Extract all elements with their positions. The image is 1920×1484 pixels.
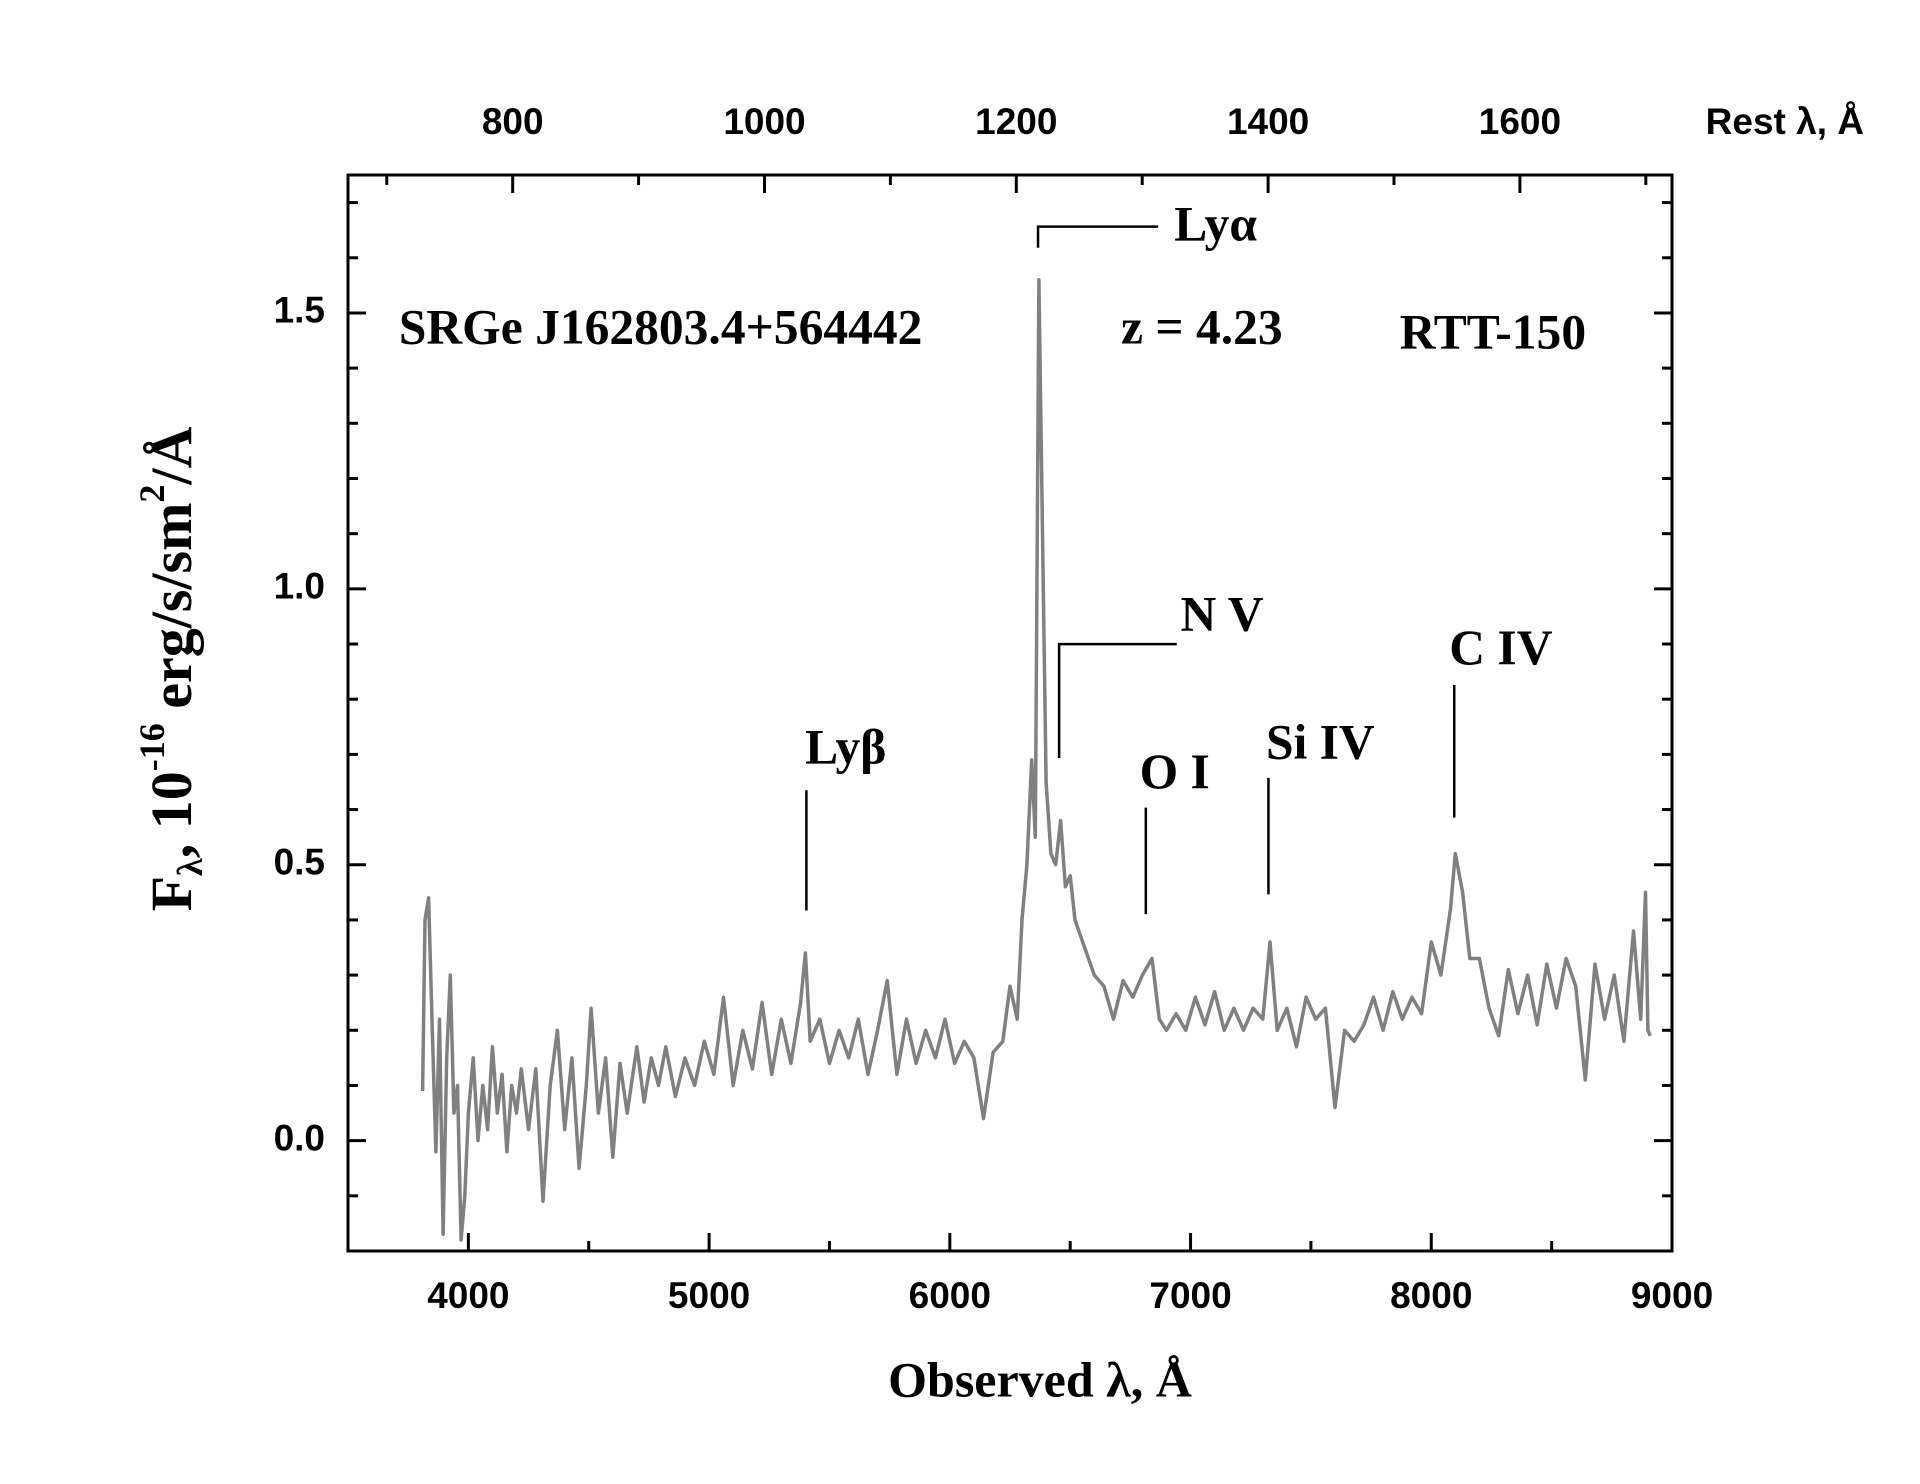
y-axis-label-part: λ (170, 858, 210, 876)
x2-tick-label: 1600 (1479, 101, 1561, 142)
y-axis-label-part: erg/s/sm (139, 503, 204, 724)
annotation: C IV (1449, 620, 1552, 675)
annotation: N V (1180, 587, 1263, 642)
x2-tick-label: 1200 (975, 101, 1057, 142)
plot-frame (346, 173, 1674, 1253)
y-axis-label-part: -16 (132, 723, 172, 771)
x-tick-label: 5000 (668, 1275, 750, 1316)
y-axis-label-part: /Å (139, 426, 204, 485)
x2-axis-label: Rest λ, Å (1706, 101, 1864, 142)
x2-tick-label: 1000 (723, 101, 805, 142)
annotation: Lyα (1174, 197, 1257, 252)
y-tick-label: 0.0 (274, 1117, 325, 1158)
x-tick-label: 9000 (1631, 1275, 1713, 1316)
annotation: Lyβ (805, 719, 886, 774)
y-axis-label-part: , 10 (139, 771, 204, 858)
x-tick-label: 7000 (1149, 1275, 1231, 1316)
line-marker (1036, 225, 1159, 248)
annotation: z = 4.23 (1121, 299, 1283, 354)
spectrum-line (420, 278, 1652, 1242)
annotation: Si IV (1266, 714, 1375, 769)
y-tick-label: 1.5 (274, 290, 325, 331)
y-tick-label: 1.0 (274, 566, 325, 607)
x-tick-label: 4000 (427, 1275, 509, 1316)
line-marker (1057, 642, 1177, 759)
x-tick-label: 6000 (909, 1275, 991, 1316)
y-axis-label-part: F (139, 876, 204, 911)
y-tick-label: 0.5 (274, 842, 325, 883)
x-axis-label: Observed λ, Å (888, 1351, 1192, 1407)
x2-tick-label: 1400 (1227, 101, 1309, 142)
y-axis-label: Fλ, 10-16 erg/s/sm2/Å (132, 426, 210, 911)
annotation: O I (1140, 744, 1210, 799)
annotation: RTT-150 (1400, 304, 1586, 359)
x-tick-label: 8000 (1390, 1275, 1472, 1316)
annotation: SRGe J162803.4+564442 (399, 299, 923, 354)
x2-tick-label: 800 (482, 101, 544, 142)
y-axis-label-part: 2 (132, 485, 172, 503)
